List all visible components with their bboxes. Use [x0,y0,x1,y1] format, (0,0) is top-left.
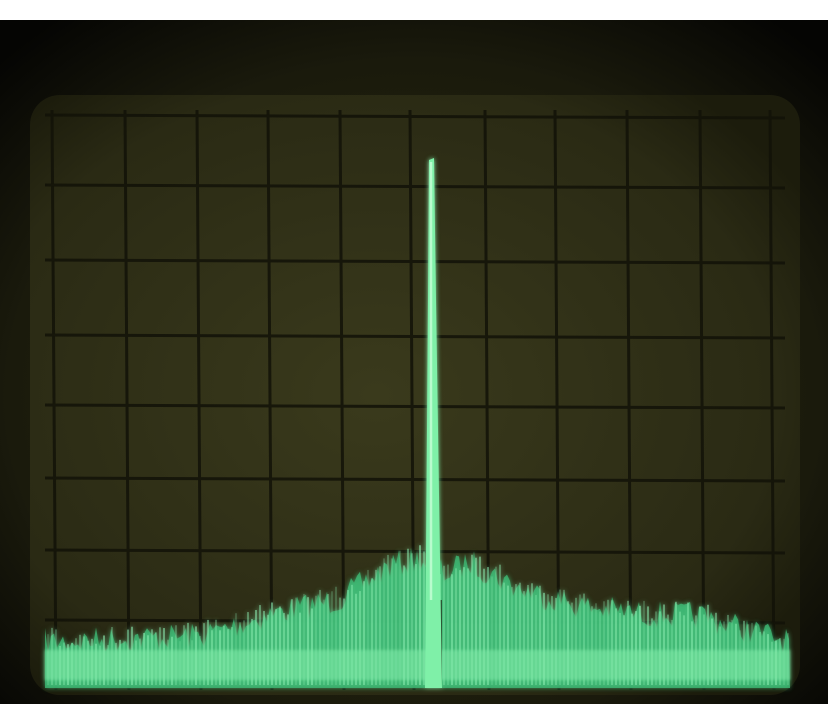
oscilloscope-photo [0,0,828,704]
top-strip [0,0,828,20]
page: (() => { const svg = document.getElement… [0,0,828,704]
baseline-band [45,650,790,680]
